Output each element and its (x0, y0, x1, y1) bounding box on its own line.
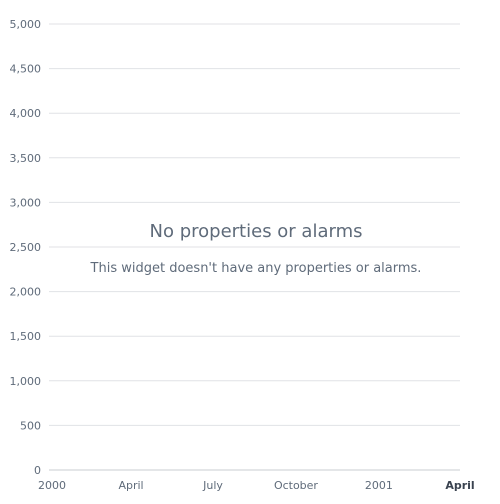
x-tick-label: July (202, 479, 223, 492)
y-tick-label: 3,500 (10, 152, 42, 165)
x-tick-label: 2001 (365, 479, 393, 492)
x-tick-label: October (274, 479, 318, 492)
empty-state-title: No properties or alarms (149, 221, 363, 242)
x-tick-label: April (445, 479, 474, 492)
x-tick-label: April (118, 479, 143, 492)
y-tick-label: 2,000 (10, 286, 42, 299)
y-tick-label: 1,000 (10, 375, 42, 388)
y-tick-label: 2,500 (10, 241, 42, 254)
y-tick-label: 4,000 (10, 107, 42, 120)
empty-state-message: This widget doesn't have any properties … (90, 261, 422, 276)
y-tick-label: 500 (20, 419, 41, 432)
y-tick-label: 3,000 (10, 196, 42, 209)
x-tick-label: 2000 (38, 479, 66, 492)
y-tick-label: 1,500 (10, 330, 42, 343)
y-tick-label: 4,500 (10, 63, 42, 76)
y-tick-label: 0 (34, 464, 41, 477)
y-tick-label: 5,000 (10, 18, 42, 31)
